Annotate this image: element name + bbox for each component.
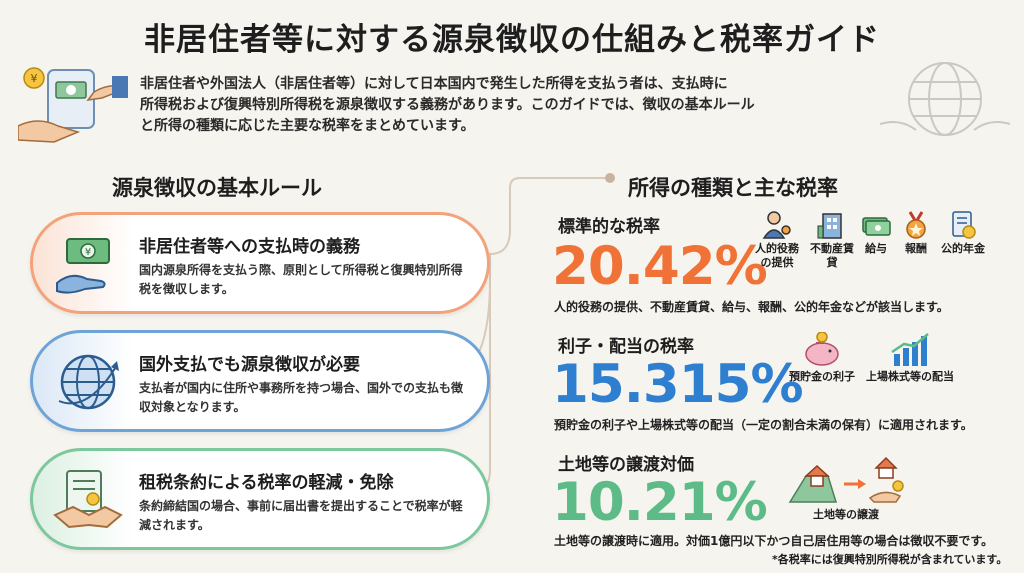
section-title-rules: 源泉徴収の基本ルール	[112, 176, 322, 200]
person-gear-icon	[762, 211, 791, 239]
rate-note-standard: 人的役務の提供、不動産賃貸、給与、報酬、公的年金などが該当します。	[554, 300, 949, 314]
income-type-land-transfer: 土地等の譲渡	[784, 454, 908, 522]
svg-text:¥: ¥	[85, 247, 91, 258]
piggy-bank-icon	[805, 332, 839, 366]
income-type-label: 預貯金の利子	[789, 370, 855, 383]
card-description: 支払者が国内に住所や事務所を持つ場合、国外での支払も徴収対象となります。	[139, 381, 464, 414]
rate-note-interest-dividend: 預貯金の利子や上場株式等の配当（一定の割合未満の保有）に適用されます。	[554, 418, 973, 432]
card-description: 国内源泉所得を支払う際、原則として所得税と復興特別所得税を徴収します。	[139, 263, 463, 296]
rate-title-land-transfer: 土地等の譲渡対価	[558, 455, 694, 475]
svg-text:¥: ¥	[31, 72, 38, 85]
medal-icon	[906, 211, 926, 239]
rate-value-standard: 20.42%	[552, 236, 768, 297]
globe-hands-illustration-icon	[880, 62, 1010, 136]
rate-note-land-transfer: 土地等の譲渡時に適用。対価1億円以下かつ自己居住用等の場合は徴収不要です。	[554, 534, 994, 548]
income-type-deposit-interest: 預貯金の利子	[782, 332, 862, 384]
income-type-label: 土地等の譲渡	[813, 508, 879, 521]
income-type-label: 給与	[865, 242, 887, 255]
card-heading: 非居住者等への支払時の義務	[139, 237, 360, 257]
intro-line: 所得税および復興特別所得税を源泉徴収する義務があります。このガイドでは、徴収の基…	[140, 97, 755, 113]
globe-icon	[58, 354, 119, 410]
land-icon	[788, 456, 904, 503]
intro-line: 非居住者や外国法人（非居住者等）に対して日本国内で発生した所得を支払う者は、支払…	[140, 76, 728, 92]
income-type-label: 不動産賃 貸	[810, 242, 854, 269]
bar-chart-up-icon	[891, 333, 929, 366]
income-type-label: 公的年金	[941, 242, 985, 255]
income-type-label: 人的役務 の提供	[755, 242, 799, 269]
income-type-salary: 給与	[858, 210, 894, 256]
card-heading: 租税条約による税率の軽減・免除	[139, 473, 394, 493]
footnote: *各税率には復興特別所得税が含まれています。	[772, 553, 1008, 566]
income-type-real-estate: 不動産賃 貸	[808, 210, 856, 270]
contract-handshake-icon	[53, 470, 123, 529]
cash-icon	[862, 217, 891, 236]
money-hand-icon: ¥	[56, 238, 110, 294]
rule-card-treaty-reduction: 租税条約による税率の軽減・免除 条約締結国の場合、事前に届出書を提出することで税…	[30, 448, 490, 550]
income-type-pension: 公的年金	[936, 210, 990, 256]
page-title: 非居住者等に対する源泉徴収の仕組みと税率ガイド	[144, 22, 880, 58]
income-type-remuneration: 報酬	[898, 210, 934, 256]
card-description: 条約締結国の場合、事前に届出書を提出することで税率が軽減されます。	[139, 499, 463, 532]
rule-card-overseas-payment: 国外支払でも源泉徴収が必要 支払者が国内に住所や事務所を持つ場合、国外での支払も…	[30, 330, 490, 432]
rate-title-standard: 標準的な税率	[558, 217, 660, 237]
income-type-personal-service: 人的役務 の提供	[750, 210, 804, 270]
payment-illustration-icon: ¥	[18, 67, 128, 143]
intro-text: 非居住者や外国法人（非居住者等）に対して日本国内で発生した所得を支払う者は、支払…	[140, 74, 860, 137]
income-type-label: 上場株式等の配当	[866, 370, 954, 383]
rate-title-interest-dividend: 利子・配当の税率	[558, 337, 694, 357]
rule-card-payment-obligation: ¥ 非居住者等への支払時の義務 国内源泉所得を支払う際、原則として所得税と復興特…	[30, 212, 490, 314]
rate-value-interest-dividend: 15.315%	[552, 354, 804, 415]
card-heading: 国外支払でも源泉徴収が必要	[139, 355, 360, 375]
income-type-label: 報酬	[905, 242, 927, 255]
building-icon	[817, 213, 842, 239]
income-type-listed-dividend: 上場株式等の配当	[862, 332, 958, 384]
rate-value-land-transfer: 10.21%	[552, 472, 768, 533]
intro-line: と所得の種類に応じた主要な税率をまとめています。	[140, 118, 475, 134]
section-title-rates: 所得の種類と主な税率	[628, 176, 838, 200]
pension-doc-icon	[952, 211, 976, 239]
